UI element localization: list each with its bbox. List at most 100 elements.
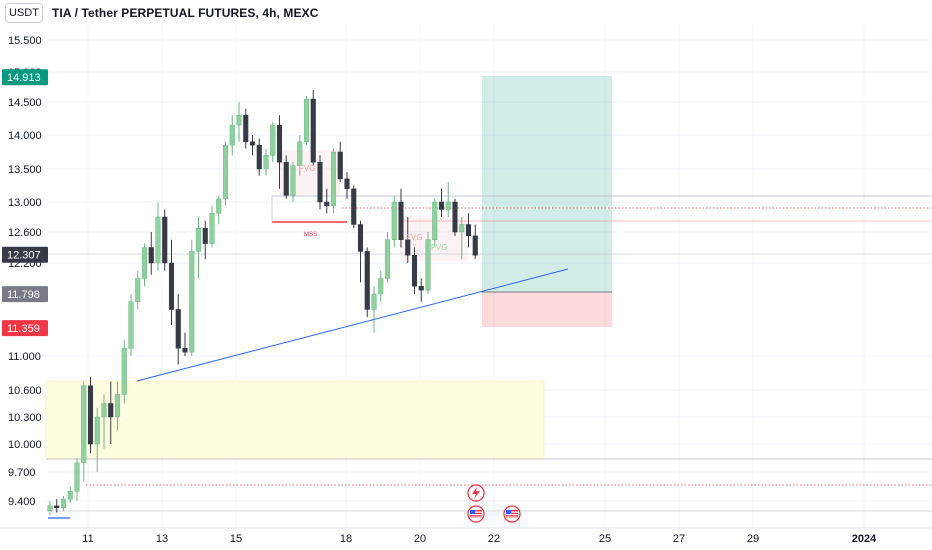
candle-body: [155, 216, 161, 264]
candle-body: [357, 224, 364, 252]
candle-body: [168, 262, 175, 310]
candle: [364, 247, 370, 318]
candle-body: [303, 98, 310, 143]
candle-body: [114, 394, 121, 418]
candle: [445, 182, 451, 217]
symbol-title: TIA / Tether PERPETUAL FUTURES, 4h, MEXC: [52, 6, 319, 20]
candle: [472, 224, 478, 260]
candle-body: [60, 498, 67, 509]
us-flag-icon[interactable]: [467, 505, 485, 523]
candle-body: [438, 201, 445, 210]
candle: [47, 501, 53, 516]
stop-loss-zone[interactable]: [482, 292, 612, 327]
price-label-stop: 11.359: [2, 320, 48, 337]
candle: [222, 141, 229, 206]
candle: [168, 239, 175, 325]
y-tick-label: 13.000: [8, 197, 42, 209]
candle-body: [371, 293, 377, 310]
candle: [135, 270, 141, 310]
candle: [216, 195, 222, 225]
candle-body: [108, 403, 114, 418]
candle: [256, 138, 262, 176]
candles: [47, 90, 478, 516]
candle-body: [74, 462, 80, 492]
candle: [378, 270, 384, 302]
candle: [249, 135, 256, 156]
candle: [276, 115, 283, 189]
candle: [182, 332, 188, 356]
candle-body: [67, 491, 73, 500]
overlays: FVG MSS FVG FVG: [136, 164, 569, 382]
candle-body: [344, 178, 350, 190]
candle-body: [222, 144, 229, 199]
candle: [128, 294, 134, 356]
candle: [121, 340, 127, 404]
candle: [60, 496, 67, 511]
candle-body: [249, 141, 256, 146]
candle: [310, 90, 316, 166]
x-tick-label: 15: [230, 533, 242, 545]
candle: [175, 294, 181, 365]
grid: [46, 24, 932, 528]
candle-body: [209, 213, 215, 244]
y-tick-label: 11.000: [8, 351, 41, 363]
candle-body: [405, 239, 411, 256]
economic-events: [467, 484, 521, 523]
lightning-event-icon[interactable]: [467, 484, 485, 502]
candle: [189, 239, 195, 356]
candle-body: [276, 124, 283, 163]
candle-body: [47, 505, 53, 511]
candle-body: [418, 286, 424, 291]
price-label-text: 11.359: [7, 323, 40, 335]
axes: 9.4009.70010.00010.30010.60011.00012.200…: [0, 35, 932, 545]
candle-body: [432, 201, 438, 240]
x-tick-label: 22: [488, 533, 500, 545]
candle-body: [270, 124, 276, 156]
candle: [243, 108, 249, 149]
candle-body: [162, 216, 168, 264]
candle-body: [236, 114, 242, 126]
candle: [391, 195, 397, 248]
y-tick-label: 10.300: [8, 412, 42, 424]
candle: [236, 102, 242, 142]
candle: [148, 232, 154, 275]
candle: [465, 213, 472, 248]
candle-body: [148, 247, 154, 264]
take-profit-zone[interactable]: [482, 76, 612, 292]
candle-body: [101, 403, 107, 418]
trendline[interactable]: [136, 268, 569, 382]
price-label-text: 14.913: [7, 72, 41, 84]
candle: [162, 209, 168, 271]
candle: [114, 381, 121, 431]
candle-body: [459, 224, 465, 233]
candle: [81, 381, 87, 482]
candle-body: [141, 247, 148, 279]
candle-body: [452, 201, 458, 233]
candle-body: [330, 151, 337, 206]
candle-body: [128, 301, 134, 349]
candle: [337, 141, 343, 183]
candle: [209, 205, 215, 248]
candle: [398, 188, 404, 248]
us-flag-icon[interactable]: [503, 505, 521, 523]
candle: [202, 220, 208, 260]
candle-body: [324, 201, 330, 206]
currency-selector[interactable]: USDT: [5, 3, 43, 23]
candle-body: [297, 141, 303, 166]
candle: [324, 188, 330, 214]
x-tick-label: 2024: [852, 533, 877, 545]
candle-body: [182, 348, 188, 353]
candle-body: [465, 224, 472, 237]
candle: [229, 115, 235, 156]
candle-body: [378, 278, 384, 295]
y-tick-label: 14.500: [8, 97, 42, 109]
candle-body: [175, 309, 181, 349]
fvg-label: FVG: [431, 243, 447, 252]
fvg-box: [280, 150, 340, 195]
candle: [290, 162, 296, 202]
candle: [438, 188, 445, 217]
candle: [270, 121, 276, 163]
demand-zone[interactable]: [45, 380, 545, 460]
candle-body: [310, 98, 316, 163]
